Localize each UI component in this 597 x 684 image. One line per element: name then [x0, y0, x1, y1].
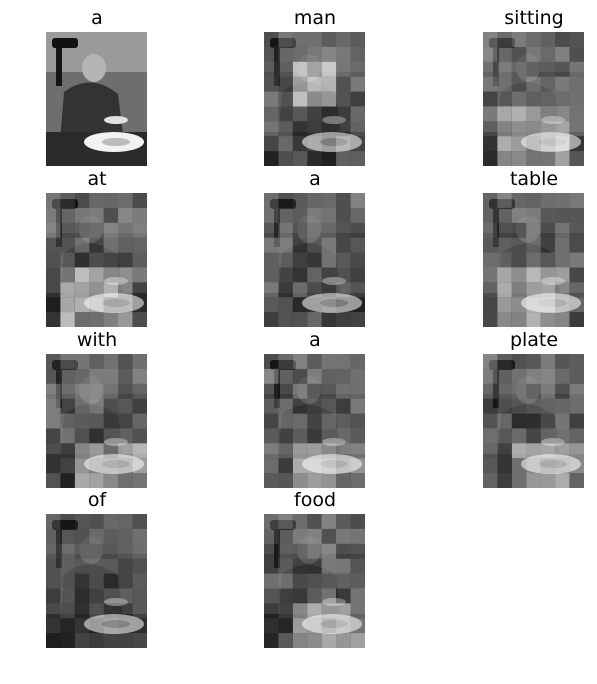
attention-map-image [264, 514, 365, 648]
word-label: a [91, 7, 103, 29]
word-label: sitting [504, 7, 564, 29]
word-label: table [509, 168, 559, 190]
source-photo [46, 32, 147, 166]
word-label: plate [509, 329, 559, 351]
attention-map-image [483, 32, 584, 166]
word-label: man [293, 7, 337, 29]
word-label: with [76, 329, 118, 351]
attention-map-image [46, 193, 147, 327]
attention-map-image [264, 354, 365, 488]
word-label: food [294, 489, 336, 511]
word-label: of [87, 489, 107, 511]
attention-map-image [46, 514, 147, 648]
attention-map-image [264, 32, 365, 166]
attention-map-image [46, 354, 147, 488]
attention-map-image [483, 354, 584, 488]
attention-map-image [264, 193, 365, 327]
word-label: a [309, 168, 321, 190]
word-label: a [309, 329, 321, 351]
word-label: at [87, 168, 107, 190]
attention-map-image [483, 193, 584, 327]
